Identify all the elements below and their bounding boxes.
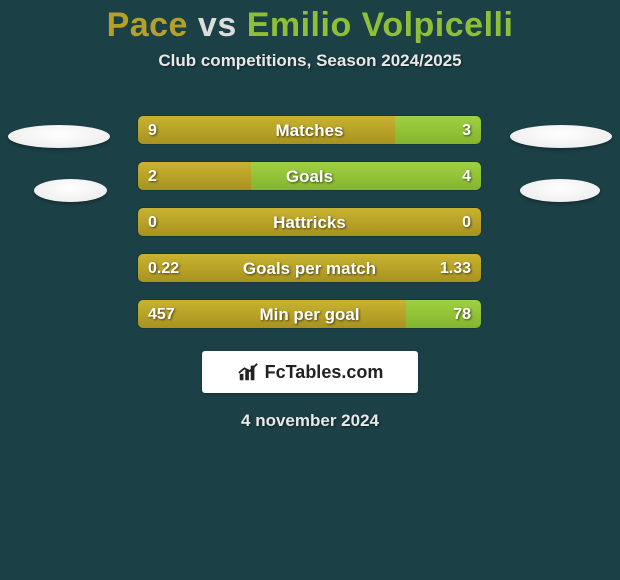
value-right: 1.33 (440, 254, 471, 283)
stat-label: Matches (138, 116, 481, 145)
value-right: 4 (462, 162, 471, 191)
stat-row-matches: 9 Matches 3 (0, 115, 620, 145)
vs-label: vs (198, 6, 237, 44)
page-title: Pace vs Emilio Volpicelli (0, 6, 620, 45)
stat-bar: 0 Hattricks 0 (137, 207, 482, 237)
date-label: 4 november 2024 (0, 411, 620, 431)
stat-rows: 9 Matches 3 2 Goals 4 0 Hattricks 0 (0, 115, 620, 329)
stat-label: Goals (138, 162, 481, 191)
player2-name: Emilio Volpicelli (247, 6, 514, 44)
player1-name: Pace (107, 6, 188, 44)
stat-bar: 0.22 Goals per match 1.33 (137, 253, 482, 283)
stat-bar: 9 Matches 3 (137, 115, 482, 145)
subtitle: Club competitions, Season 2024/2025 (0, 51, 620, 71)
value-right: 0 (462, 208, 471, 237)
stat-label: Min per goal (138, 300, 481, 329)
stat-row-goals-per-match: 0.22 Goals per match 1.33 (0, 253, 620, 283)
stat-label: Goals per match (138, 254, 481, 283)
chart-icon (237, 361, 259, 383)
stat-row-min-per-goal: 457 Min per goal 78 (0, 299, 620, 329)
brand-badge: FcTables.com (202, 351, 418, 393)
stat-bar: 2 Goals 4 (137, 161, 482, 191)
stat-label: Hattricks (138, 208, 481, 237)
comparison-card: Pace vs Emilio Volpicelli Club competiti… (0, 0, 620, 580)
stat-row-hattricks: 0 Hattricks 0 (0, 207, 620, 237)
brand-text: FcTables.com (265, 362, 384, 383)
value-right: 78 (453, 300, 471, 329)
stat-bar: 457 Min per goal 78 (137, 299, 482, 329)
stat-row-goals: 2 Goals 4 (0, 161, 620, 191)
value-right: 3 (462, 116, 471, 145)
